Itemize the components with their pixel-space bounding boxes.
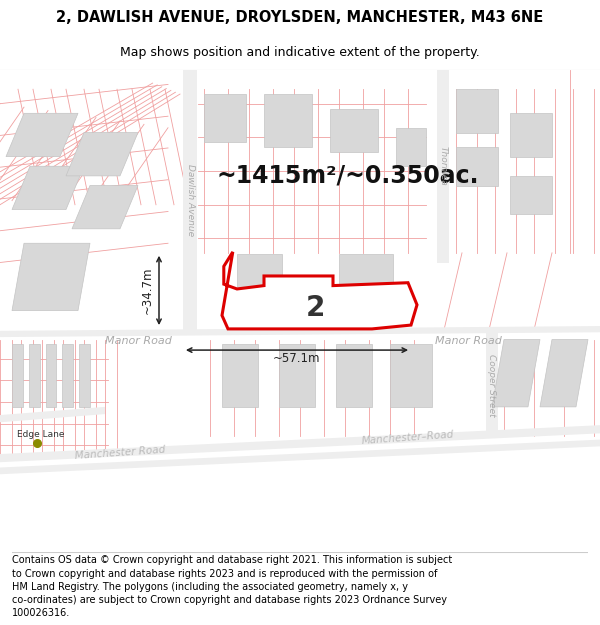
Polygon shape: [390, 344, 432, 407]
Text: Contains OS data © Crown copyright and database right 2021. This information is : Contains OS data © Crown copyright and d…: [12, 556, 452, 618]
Polygon shape: [540, 339, 588, 407]
Polygon shape: [510, 176, 552, 214]
Polygon shape: [222, 252, 417, 329]
Text: 2: 2: [305, 294, 325, 322]
Text: Dawlish Avenue: Dawlish Avenue: [186, 164, 194, 236]
Text: Manchester Road: Manchester Road: [74, 444, 166, 461]
Polygon shape: [222, 344, 258, 407]
Polygon shape: [237, 254, 282, 294]
Text: Edge Lane: Edge Lane: [17, 430, 65, 439]
Polygon shape: [0, 425, 600, 462]
Text: Manor Road: Manor Road: [104, 336, 172, 346]
Polygon shape: [492, 339, 540, 407]
Polygon shape: [183, 70, 197, 331]
Text: 2, DAWLISH AVENUE, DROYLSDEN, MANCHESTER, M43 6NE: 2, DAWLISH AVENUE, DROYLSDEN, MANCHESTER…: [56, 10, 544, 25]
Polygon shape: [486, 331, 498, 436]
Polygon shape: [456, 147, 498, 186]
Polygon shape: [0, 439, 600, 474]
Polygon shape: [204, 94, 246, 142]
Polygon shape: [396, 127, 426, 166]
Polygon shape: [456, 89, 498, 132]
Polygon shape: [0, 407, 105, 422]
Polygon shape: [66, 132, 138, 176]
Polygon shape: [330, 109, 378, 152]
Polygon shape: [437, 70, 449, 262]
Polygon shape: [72, 186, 138, 229]
Polygon shape: [12, 166, 84, 209]
Polygon shape: [12, 344, 23, 407]
Polygon shape: [29, 344, 40, 407]
Polygon shape: [279, 344, 315, 407]
Polygon shape: [510, 113, 552, 157]
Polygon shape: [62, 344, 73, 407]
Text: ~1415m²/~0.350ac.: ~1415m²/~0.350ac.: [217, 164, 479, 188]
Polygon shape: [264, 94, 312, 147]
Text: Thornlea: Thornlea: [438, 146, 448, 186]
Text: Cooper Street: Cooper Street: [487, 354, 497, 416]
Text: Map shows position and indicative extent of the property.: Map shows position and indicative extent…: [120, 46, 480, 59]
Polygon shape: [46, 344, 56, 407]
Text: Manor Road: Manor Road: [434, 336, 502, 346]
Polygon shape: [0, 326, 600, 337]
Polygon shape: [12, 243, 90, 311]
Text: ~57.1m: ~57.1m: [273, 352, 321, 365]
Text: Manchester–Road: Manchester–Road: [361, 430, 455, 446]
Polygon shape: [6, 113, 78, 157]
Polygon shape: [336, 344, 372, 407]
Text: ~34.7m: ~34.7m: [140, 267, 154, 314]
Polygon shape: [339, 254, 393, 294]
Polygon shape: [79, 344, 90, 407]
